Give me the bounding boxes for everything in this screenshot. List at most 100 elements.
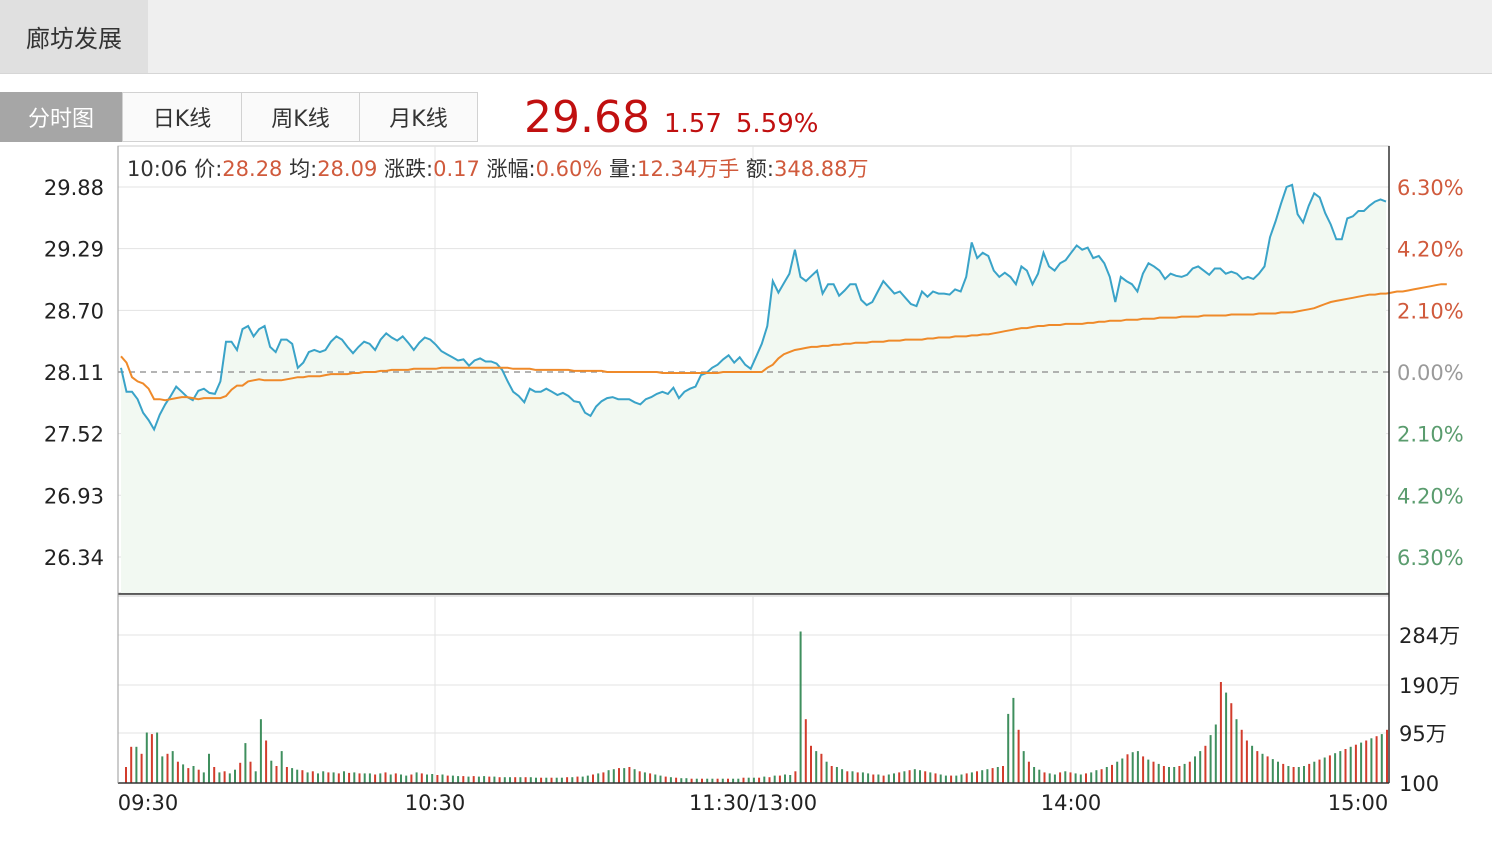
volume-bar bbox=[950, 775, 953, 783]
volume-bar bbox=[659, 775, 662, 783]
volume-bar bbox=[778, 775, 781, 783]
tab-intraday[interactable]: 分时图 bbox=[0, 92, 122, 142]
volume-bar bbox=[877, 774, 880, 783]
volume-bar bbox=[602, 772, 605, 783]
volume-bar bbox=[363, 773, 366, 783]
volume-bar bbox=[337, 773, 340, 783]
price-change: 1.57 bbox=[663, 109, 722, 139]
volume-bar bbox=[1162, 766, 1165, 783]
price-series-line bbox=[120, 183, 1387, 432]
volume-bar bbox=[441, 774, 444, 783]
volume-bar bbox=[763, 776, 766, 783]
volume-bar bbox=[1256, 751, 1259, 783]
volume-bar bbox=[259, 719, 262, 783]
volume-bar bbox=[1365, 740, 1368, 783]
avg-price-series-line bbox=[120, 283, 1447, 402]
price-tick-label: 29.88 bbox=[44, 176, 104, 200]
time-tick-label: 14:00 bbox=[1041, 791, 1102, 815]
volume-bar bbox=[265, 740, 268, 783]
volume-bar bbox=[488, 776, 491, 783]
tab-daily-k[interactable]: 日K线 bbox=[122, 92, 242, 142]
volume-bar bbox=[1033, 767, 1036, 783]
info-volume: 12.34万手 bbox=[637, 157, 740, 181]
volume-bar bbox=[1214, 724, 1217, 783]
volume-bar bbox=[1147, 759, 1150, 783]
volume-bar bbox=[1121, 758, 1124, 783]
volume-bar bbox=[1199, 751, 1202, 783]
volume-bar bbox=[986, 769, 989, 783]
volume-bar bbox=[514, 777, 517, 783]
volume-bar bbox=[535, 777, 537, 783]
percent-tick-label: 6.30% bbox=[1397, 546, 1464, 570]
volume-bar bbox=[431, 774, 434, 783]
volume-bar bbox=[737, 778, 740, 783]
volume-bar bbox=[529, 777, 532, 783]
volume-bar bbox=[1339, 751, 1342, 783]
volume-bar bbox=[327, 772, 330, 783]
volume-bar bbox=[379, 773, 382, 783]
tab-monthly-k[interactable]: 月K线 bbox=[359, 92, 478, 142]
volume-bar bbox=[426, 774, 428, 783]
percent-tick-label: 0.00% bbox=[1397, 361, 1464, 385]
volume-bar bbox=[799, 631, 802, 783]
volume-bar bbox=[908, 770, 911, 783]
volume-bar bbox=[457, 776, 460, 783]
volume-bar bbox=[1002, 766, 1004, 783]
volume-bar bbox=[944, 775, 947, 783]
volume-bar bbox=[171, 751, 174, 783]
volume-bar bbox=[592, 774, 594, 783]
volume-bar bbox=[903, 771, 906, 783]
volume-bar bbox=[1375, 736, 1378, 783]
volume-bar bbox=[633, 769, 636, 783]
volume-bar bbox=[861, 772, 864, 783]
volume-bar bbox=[249, 761, 252, 783]
volume-bar bbox=[1277, 761, 1279, 783]
volume-bar bbox=[130, 746, 133, 783]
tab-weekly-k[interactable]: 周K线 bbox=[241, 92, 360, 142]
volume-bar bbox=[1178, 766, 1181, 783]
volume-bar bbox=[867, 773, 870, 783]
volume-bar bbox=[695, 778, 698, 783]
volume-bar bbox=[540, 777, 543, 783]
volume-bar bbox=[306, 772, 309, 783]
volume-bar bbox=[451, 775, 454, 783]
volume-bar bbox=[1188, 761, 1191, 783]
volume-bar bbox=[1360, 742, 1363, 783]
percent-tick-label: 4.20% bbox=[1397, 238, 1464, 262]
volume-bar bbox=[353, 772, 356, 783]
volume-bar bbox=[898, 772, 901, 783]
stock-name-tab[interactable]: 廊坊发展 bbox=[0, 0, 148, 73]
volume-bar bbox=[887, 774, 890, 783]
volume-bar bbox=[166, 753, 169, 783]
volume-bar bbox=[285, 767, 288, 783]
volume-bar bbox=[1194, 756, 1196, 783]
volume-bar bbox=[732, 778, 735, 783]
volume-bar bbox=[1131, 752, 1134, 783]
volume-bar bbox=[1059, 772, 1062, 783]
volume-bar bbox=[125, 767, 127, 783]
volume-bar bbox=[618, 768, 620, 783]
volume-bar bbox=[483, 776, 486, 783]
volume-bar bbox=[789, 775, 792, 783]
volume-bar bbox=[825, 761, 828, 783]
price-tick-label: 27.52 bbox=[44, 423, 104, 447]
volume-bar bbox=[815, 751, 818, 783]
volume-bar bbox=[835, 767, 838, 783]
volume-bar bbox=[939, 774, 942, 783]
volume-bar bbox=[1204, 745, 1207, 783]
price-area bbox=[121, 184, 1386, 593]
volume-bar bbox=[768, 777, 771, 783]
volume-bar bbox=[1287, 766, 1290, 783]
volume-bar bbox=[919, 770, 921, 783]
volume-bar bbox=[296, 769, 299, 783]
volume-bar bbox=[628, 767, 631, 783]
volume-bar bbox=[140, 753, 143, 783]
top-bar: 廊坊发展 bbox=[0, 0, 1492, 74]
volume-bar bbox=[1152, 761, 1155, 783]
volume-bar bbox=[358, 773, 361, 783]
info-price-label: 价: bbox=[194, 157, 223, 181]
volume-bar bbox=[1173, 767, 1176, 783]
volume-tick-label: 284万 bbox=[1399, 624, 1460, 648]
info-amount-label: 额: bbox=[745, 157, 774, 181]
